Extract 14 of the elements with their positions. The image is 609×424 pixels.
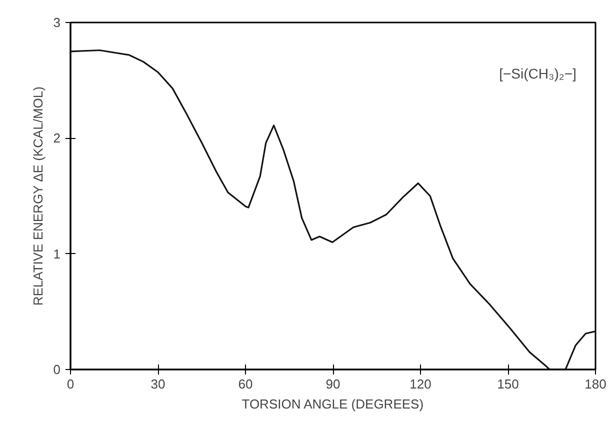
x-tick-label: 60: [238, 376, 253, 392]
x-tick-label: 150: [497, 376, 519, 392]
y-tick-label: 3: [53, 15, 61, 30]
y-axis-title: RELATIVE ENERGY ΔE (KCAL/MOL): [30, 86, 46, 306]
x-tick-label: 90: [326, 376, 340, 392]
y-tick-label: 1: [53, 246, 61, 262]
annotation: [−Si(CH₃)₂−]: [499, 65, 576, 82]
x-tick-label: 180: [584, 376, 606, 392]
y-tick-label: 2: [53, 130, 61, 146]
x-tick-label: 120: [410, 376, 432, 392]
x-tick-label: 0: [66, 376, 74, 392]
x-tick-label: 30: [150, 376, 166, 392]
x-axis-title: TORSION ANGLE (DEGREES): [242, 396, 424, 412]
y-tick-label: 0: [53, 362, 61, 377]
